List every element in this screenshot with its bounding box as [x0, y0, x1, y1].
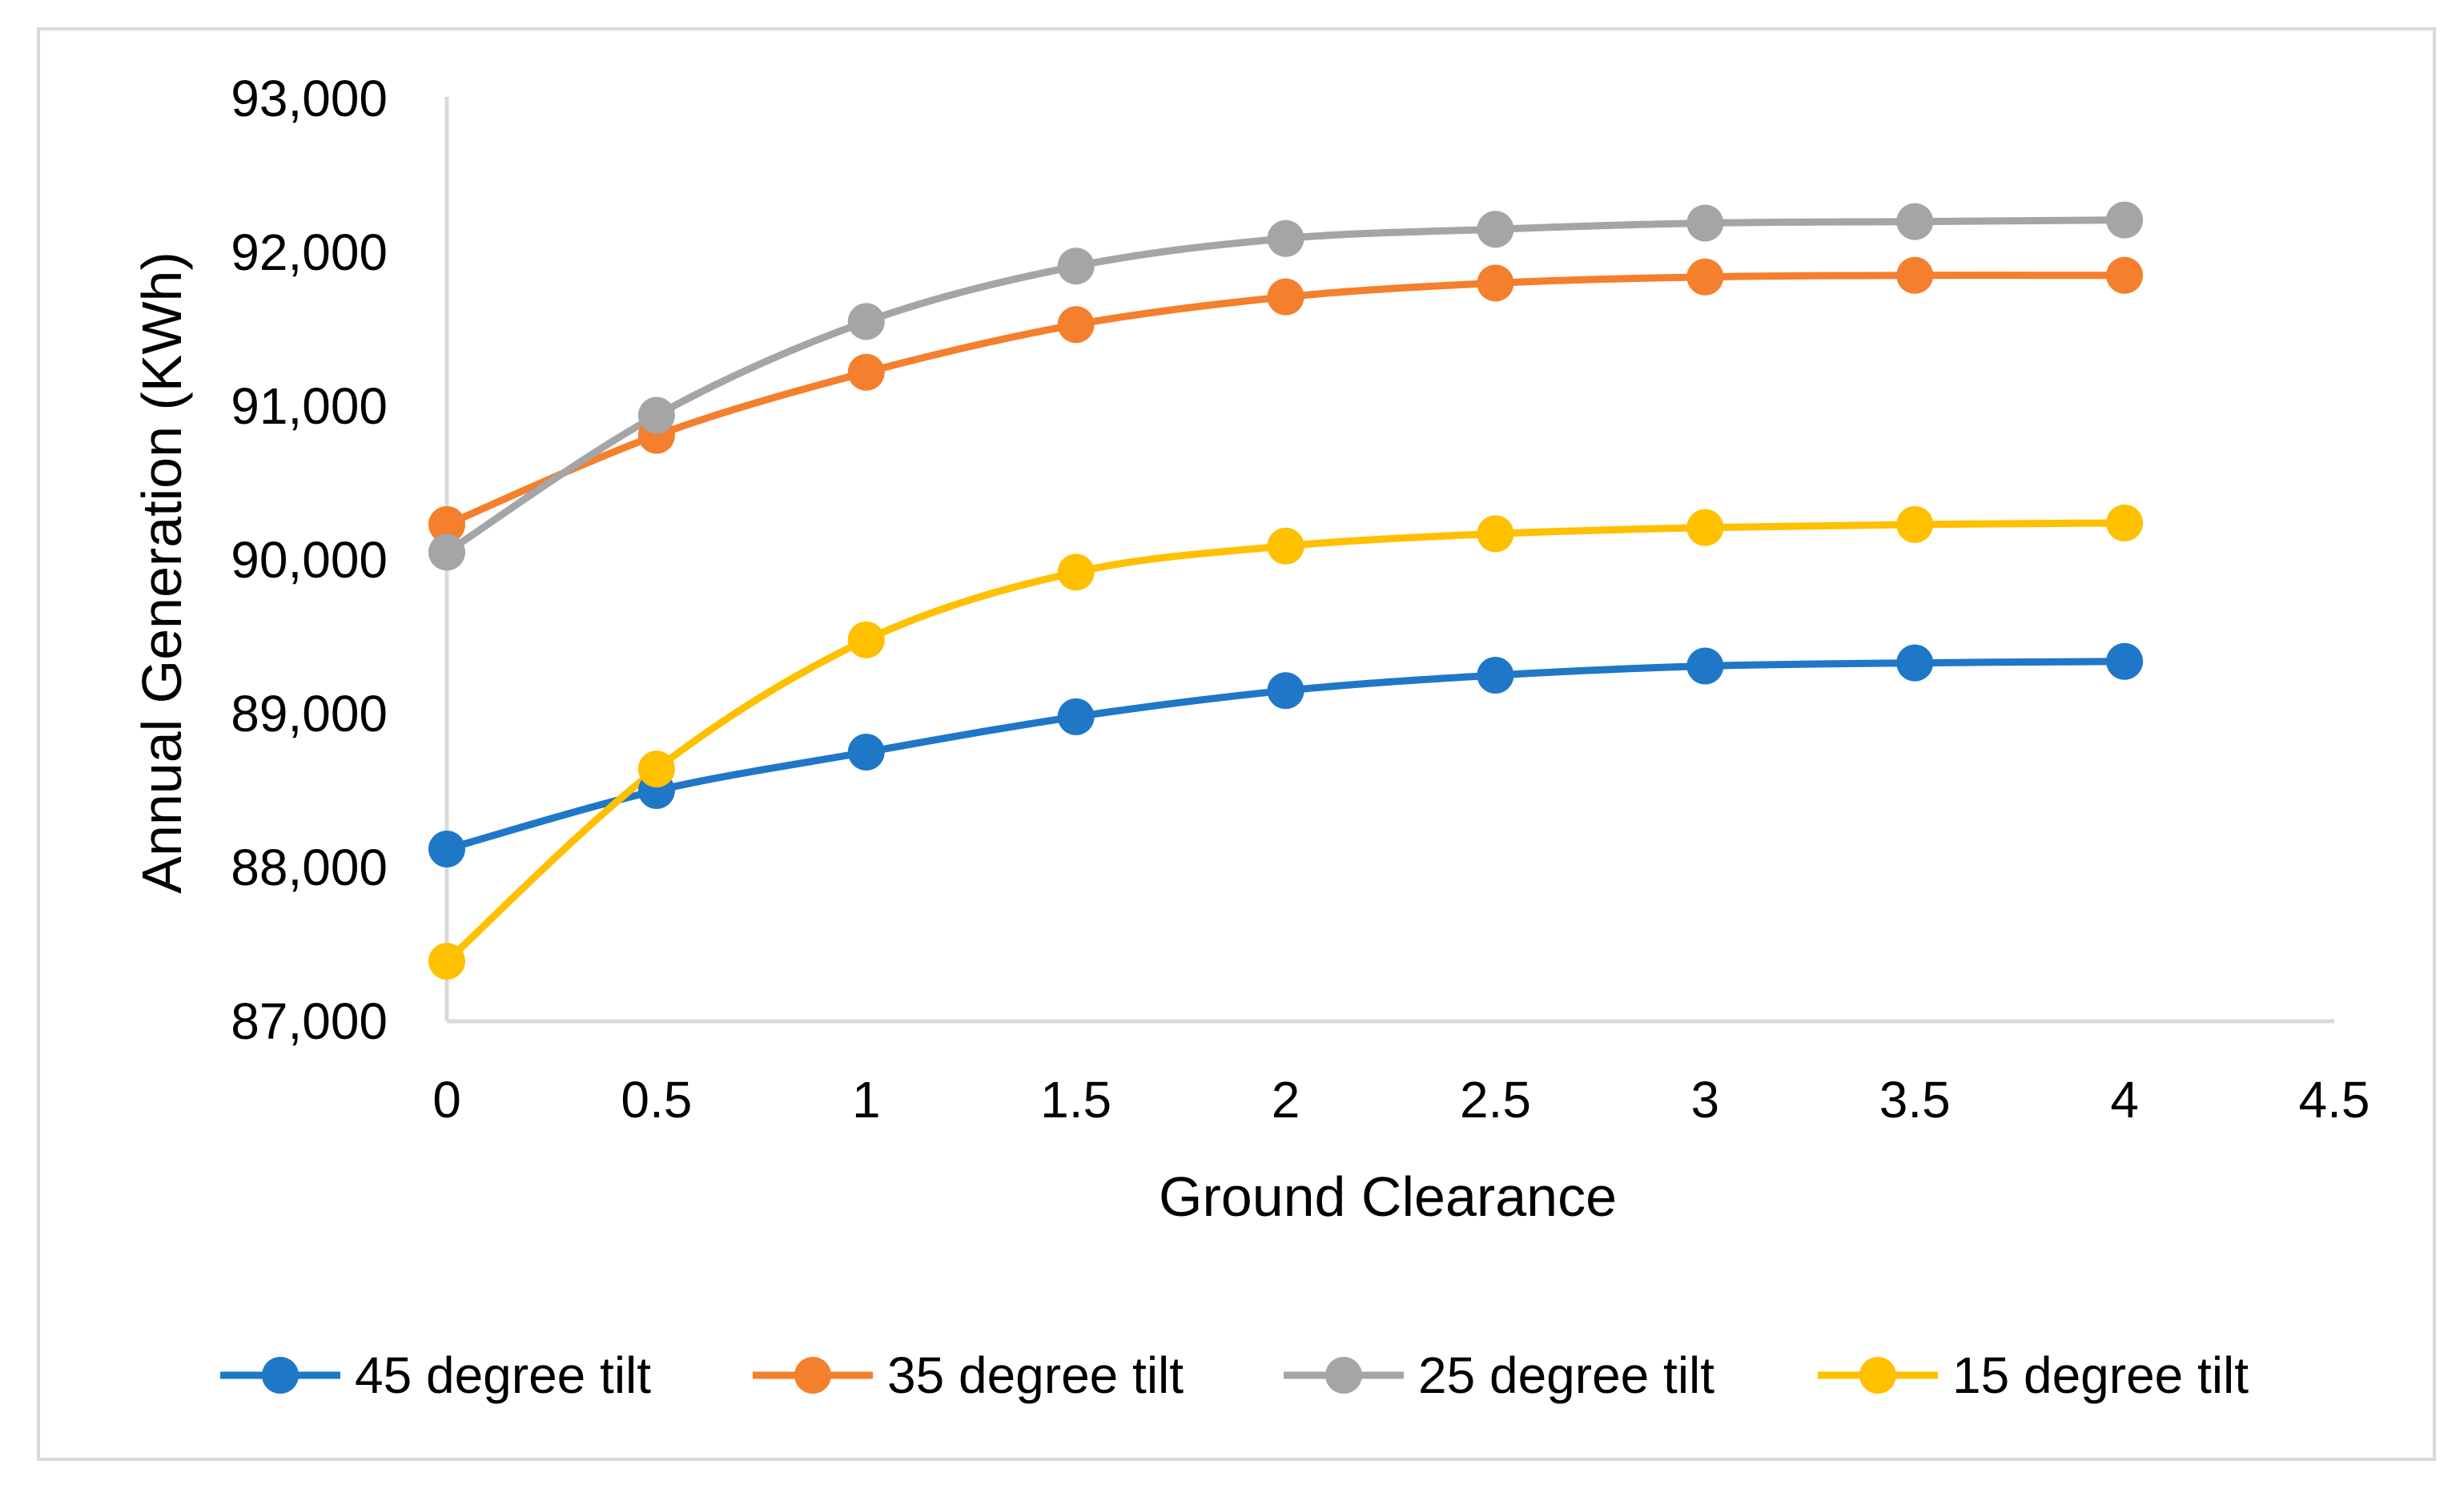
y-tick-label: 88,000 [231, 839, 388, 896]
legend-item-25-degree-tilt: 25 degree tilt [1284, 1346, 1714, 1404]
y-tick-label: 90,000 [231, 531, 388, 589]
legend-marker-35-degree-tilt [794, 1357, 831, 1394]
data-point-25-degree-tilt [637, 396, 675, 434]
x-tick-label: 4.5 [2299, 1071, 2370, 1129]
series-lines [443, 216, 2128, 965]
data-point-15-degree-tilt [1267, 527, 1304, 565]
y-tick-label: 87,000 [231, 992, 388, 1050]
data-point-15-degree-tilt [2106, 504, 2144, 541]
data-point-35-degree-tilt [1267, 278, 1304, 316]
data-point-35-degree-tilt [1057, 306, 1095, 344]
legend-marker-15-degree-tilt [1859, 1357, 1896, 1394]
data-point-25-degree-tilt [1896, 203, 1934, 240]
legend-item-45-degree-tilt: 45 degree tilt [220, 1346, 651, 1404]
y-tick-label: 91,000 [231, 377, 388, 435]
y-tick-label: 93,000 [231, 70, 388, 127]
data-point-25-degree-tilt [1477, 211, 1514, 248]
legend-label-15-degree-tilt: 15 degree tilt [1952, 1346, 2249, 1404]
data-point-45-degree-tilt [1686, 647, 1724, 685]
x-tick-label: 3.5 [1879, 1071, 1951, 1129]
data-point-35-degree-tilt [1896, 256, 1934, 294]
y-tick-label: 89,000 [231, 685, 388, 742]
y-tick-label: 92,000 [231, 223, 388, 281]
data-point-25-degree-tilt [2106, 201, 2144, 239]
data-point-15-degree-tilt [847, 621, 885, 658]
y-axis-title: Annual Generation (KWh) [131, 252, 193, 894]
data-point-45-degree-tilt [1267, 672, 1304, 710]
data-point-45-degree-tilt [847, 734, 885, 771]
data-point-45-degree-tilt [2106, 642, 2144, 680]
legend-item-15-degree-tilt: 15 degree tilt [1818, 1346, 2249, 1404]
data-point-35-degree-tilt [1477, 264, 1514, 302]
data-point-25-degree-tilt [847, 303, 885, 340]
data-point-25-degree-tilt [428, 533, 465, 571]
series-line-25-degree-tilt [443, 216, 2128, 556]
legend-item-35-degree-tilt: 35 degree tilt [753, 1346, 1184, 1404]
data-point-15-degree-tilt [428, 943, 465, 980]
chart-frame [37, 27, 2436, 1461]
data-point-45-degree-tilt [1477, 657, 1514, 694]
data-point-35-degree-tilt [847, 353, 885, 391]
data-point-15-degree-tilt [1477, 515, 1514, 553]
x-tick-label: 4 [2110, 1071, 2139, 1129]
data-point-15-degree-tilt [1057, 553, 1095, 591]
data-point-35-degree-tilt [1686, 258, 1724, 296]
legend-label-45-degree-tilt: 45 degree tilt [355, 1346, 651, 1404]
data-point-45-degree-tilt [1057, 698, 1095, 735]
x-tick-label: 3 [1691, 1071, 1720, 1129]
x-tick-label: 0.5 [621, 1071, 692, 1129]
x-tick-label: 1 [852, 1071, 881, 1129]
x-tick-label: 2 [1272, 1071, 1300, 1129]
data-point-35-degree-tilt [428, 505, 465, 543]
series-points [428, 201, 2144, 980]
data-point-25-degree-tilt [1686, 204, 1724, 242]
series-line-15-degree-tilt [443, 519, 2128, 965]
data-point-15-degree-tilt [1896, 505, 1934, 543]
x-tick-label: 0 [432, 1071, 461, 1129]
x-axis-title: Ground Clearance [1159, 1165, 1617, 1228]
data-point-15-degree-tilt [637, 751, 675, 788]
legend: 45 degree tilt 35 degree tilt 25 degree ti… [220, 1346, 2249, 1404]
data-point-45-degree-tilt [428, 830, 465, 867]
x-tick-label: 2.5 [1460, 1071, 1531, 1129]
x-tick-label: 1.5 [1040, 1071, 1111, 1129]
data-point-45-degree-tilt [1896, 644, 1934, 682]
legend-label-25-degree-tilt: 25 degree tilt [1418, 1346, 1714, 1404]
tick-labels: 87,000 88,000 89,000 90,000 91,000 92,000 93,0… [231, 70, 2370, 1129]
legend-marker-45-degree-tilt [262, 1357, 299, 1394]
legend-label-35-degree-tilt: 35 degree tilt [887, 1346, 1184, 1404]
data-point-15-degree-tilt [1686, 509, 1724, 546]
data-point-35-degree-tilt [2106, 256, 2144, 294]
data-point-25-degree-tilt [1267, 219, 1304, 257]
data-point-25-degree-tilt [1057, 247, 1095, 285]
legend-marker-25-degree-tilt [1325, 1357, 1362, 1394]
